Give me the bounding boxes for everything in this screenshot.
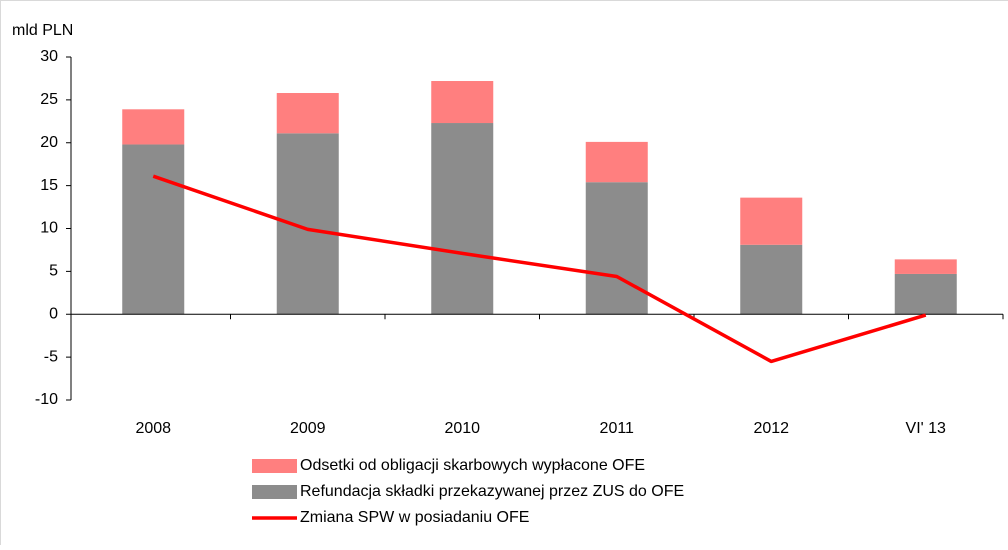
bar: [894, 273, 957, 315]
bar: [740, 197, 803, 245]
bar: [585, 141, 648, 183]
y-tick-label: 20: [40, 134, 58, 151]
y-tick-label: -10: [35, 391, 58, 408]
legend-label: Odsetki od obligacji skarbowych wypłacon…: [300, 457, 645, 474]
y-tick-label: 5: [49, 263, 58, 280]
x-tick-label: 2011: [600, 420, 635, 437]
y-tick-label: 15: [40, 177, 58, 194]
y-tick-label: 30: [40, 48, 58, 65]
y-tick-label: 25: [40, 91, 58, 108]
legend-swatch: [252, 459, 297, 473]
x-tick-label: VI' 13: [906, 420, 947, 437]
y-axis-label: mld PLN: [12, 22, 73, 39]
x-tick-label: 2008: [135, 420, 171, 437]
legend-label: Refundacja składki przekazywanej przez Z…: [300, 483, 684, 500]
bar: [894, 259, 957, 274]
bar: [276, 93, 339, 134]
bar: [122, 144, 185, 315]
x-tick-label: 2012: [753, 420, 789, 437]
bar: [122, 109, 185, 145]
y-tick-label: 0: [49, 305, 58, 322]
legend-swatch: [252, 485, 297, 499]
bar: [431, 123, 494, 315]
x-tick-label: 2010: [444, 420, 480, 437]
y-tick-label: -5: [44, 348, 58, 365]
legend-label: Zmiana SPW w posiadaniu OFE: [300, 509, 529, 526]
y-tick-label: 10: [40, 220, 58, 237]
bar: [431, 81, 494, 124]
x-tick-label: 2009: [290, 420, 326, 437]
bar: [740, 244, 803, 315]
bar: [276, 133, 339, 315]
bar: [585, 182, 648, 315]
line-series: [152, 174, 927, 364]
